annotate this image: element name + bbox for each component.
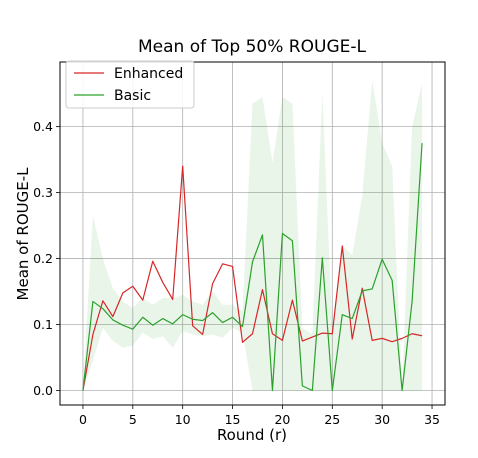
x-tick-label: 25: [324, 412, 340, 427]
x-axis-label: Round (r): [217, 426, 287, 444]
legend: Enhanced Basic: [65, 60, 195, 109]
y-tick-label: 0.3: [33, 185, 53, 200]
x-tick-label: 35: [424, 412, 440, 427]
y-ticks: 0.0 0.1 0.2 0.3 0.4: [33, 119, 60, 398]
legend-label-basic: Basic: [114, 88, 151, 104]
x-tick-label: 15: [225, 412, 241, 427]
x-tick-label: 5: [129, 412, 137, 427]
plot-frame: [59, 61, 446, 406]
x-tick-label: 10: [175, 412, 191, 427]
y-tick-label: 0.2: [33, 251, 53, 266]
x-ticks: 0 5 10 15 20 25 30 35: [79, 405, 440, 427]
series-line-enhanced: [82, 165, 423, 391]
confidence-bands: [82, 80, 423, 391]
series-line-basic: [82, 143, 423, 392]
y-tick-label: 0.4: [33, 119, 53, 134]
y-axis-label: Mean of ROUGE-L: [14, 167, 32, 301]
legend-label-enhanced: Enhanced: [114, 66, 183, 82]
x-tick-label: 20: [274, 412, 290, 427]
x-tick-label: 0: [79, 412, 87, 427]
band-basic: [82, 80, 423, 391]
grid: [60, 62, 445, 405]
x-tick-label: 30: [374, 412, 390, 427]
chart-title: Mean of Top 50% ROUGE-L: [138, 37, 366, 57]
series-lines: [82, 143, 423, 392]
y-tick-label: 0.0: [33, 383, 53, 398]
y-tick-label: 0.1: [33, 317, 53, 332]
